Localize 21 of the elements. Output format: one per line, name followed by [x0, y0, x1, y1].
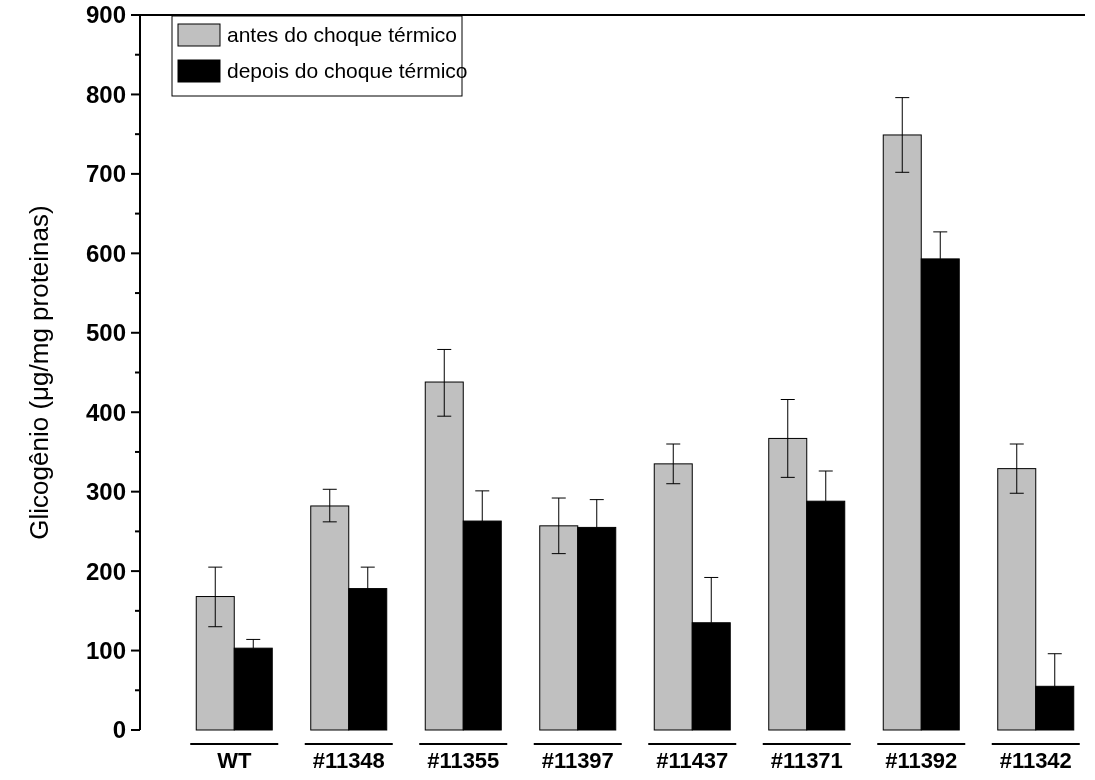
y-tick-label: 300 — [85, 478, 126, 506]
x-tick-label: #11342 — [999, 747, 1072, 773]
x-tick-label: WT — [217, 747, 252, 773]
y-tick-label: 0 — [112, 716, 126, 744]
y-tick-label: 100 — [85, 636, 126, 664]
x-tick-label: #11355 — [427, 747, 500, 773]
y-tick-label: 700 — [85, 160, 126, 188]
y-tick-label: 200 — [85, 557, 126, 585]
x-tick-label: #11371 — [770, 747, 843, 773]
y-tick-label: 900 — [85, 1, 126, 29]
y-tick-label: 500 — [85, 319, 126, 347]
x-tick-label: #11437 — [656, 747, 729, 773]
legend-label: antes do choque térmico — [227, 23, 457, 47]
legend-label: depois do choque térmico — [227, 59, 468, 83]
y-tick-label: 800 — [85, 80, 126, 108]
y-tick-label: 600 — [85, 239, 126, 267]
y-tick-label: 400 — [85, 398, 126, 426]
x-tick-label: #11392 — [885, 747, 958, 773]
x-tick-label: #11397 — [541, 747, 614, 773]
y-axis-title: Glicogênio (μg/mg proteinas) — [24, 205, 54, 540]
x-tick-label: #11348 — [312, 747, 385, 773]
